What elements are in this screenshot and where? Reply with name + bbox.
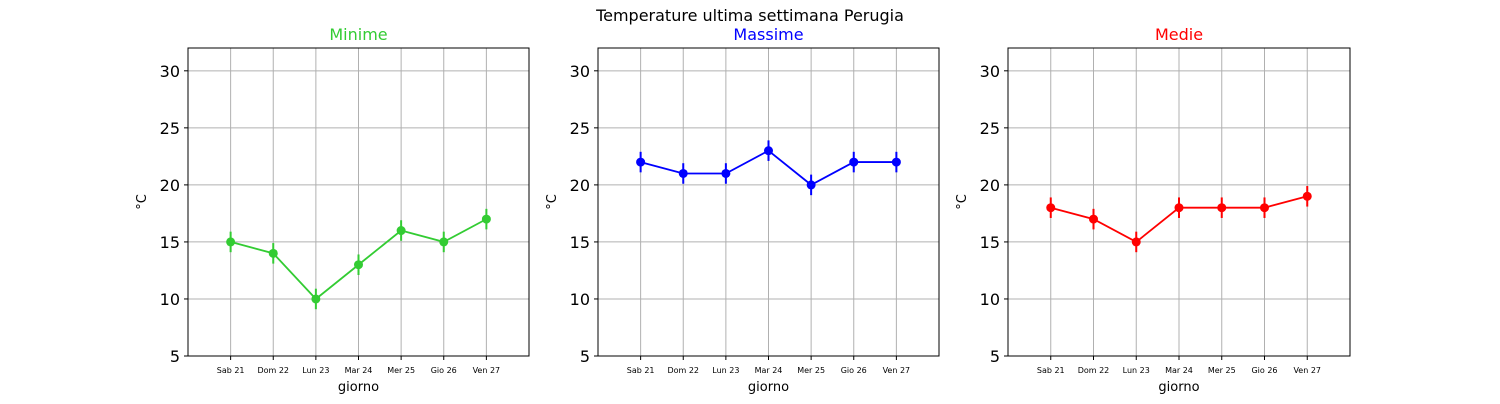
y-tick-label: 20 — [570, 176, 590, 195]
x-tick-label: Mar 24 — [755, 366, 783, 375]
y-tick-label: 5 — [580, 347, 590, 366]
data-point — [1260, 203, 1269, 213]
data-point — [1131, 237, 1141, 247]
x-tick-label: Gio 26 — [431, 366, 457, 375]
data-point — [226, 237, 236, 247]
x-tick-label: Sab 21 — [217, 366, 245, 375]
y-tick-label: 25 — [160, 119, 180, 138]
y-tick-label: 5 — [170, 347, 180, 366]
x-tick-label: Mar 24 — [345, 366, 373, 375]
x-tick-label: Mar 24 — [1165, 366, 1193, 375]
data-point — [764, 146, 773, 156]
y-tick-label: 10 — [570, 290, 590, 309]
chart-panel-3: 5 10 15 20 25 30 Sab 21 Dom 22 Lun 23 Mar 24 Mer 2… — [955, 25, 1351, 395]
y-tick-label: 30 — [570, 62, 590, 81]
y-tick-label: 15 — [570, 233, 590, 252]
y-tick-label: 15 — [160, 233, 180, 252]
x-tick-label: Dom 22 — [1078, 366, 1110, 375]
x-tick-label: Ven 27 — [1293, 366, 1321, 375]
data-point — [849, 157, 859, 167]
x-tick-label: Gio 26 — [1251, 366, 1277, 375]
data-point — [806, 180, 816, 190]
data-point — [396, 226, 406, 236]
data-point — [1174, 203, 1184, 213]
data-point — [268, 248, 278, 258]
x-tick-label: Sab 21 — [627, 366, 655, 375]
y-tick-label: 10 — [160, 290, 180, 309]
chart-panel-1: 5 10 15 20 25 30 Sab 21 Dom 22 Lun 23 Mar 24 Mer 2… — [135, 25, 530, 395]
y-axis-label: °C — [545, 194, 560, 210]
subplot-title: Minime — [329, 25, 387, 44]
data-point — [636, 157, 646, 167]
y-tick-label: 5 — [990, 347, 1000, 366]
y-tick-label: 20 — [980, 176, 1000, 195]
x-tick-label: Sab 21 — [1037, 366, 1065, 375]
data-point — [1089, 214, 1098, 224]
data-point — [439, 237, 449, 247]
x-tick-label: Mer 25 — [1208, 366, 1236, 375]
chart-panel-2: 5 10 15 20 25 30 Sab 21 Dom 22 Lun 23 Mar 24 Mer 2… — [545, 25, 940, 395]
x-tick-label: Gio 26 — [841, 366, 867, 375]
y-axis-label: °C — [135, 194, 150, 210]
x-tick-label: Dom 22 — [257, 366, 289, 375]
y-axis-label: °C — [955, 194, 970, 210]
x-tick-label: Ven 27 — [473, 366, 501, 375]
y-tick-label: 20 — [160, 176, 180, 195]
data-point — [1046, 203, 1056, 213]
y-tick-label: 30 — [160, 62, 180, 81]
x-tick-label: Mer 25 — [387, 366, 415, 375]
x-axis-label: giorno — [748, 380, 789, 395]
subplot-title: Massime — [733, 25, 803, 44]
x-axis-label: giorno — [1158, 380, 1199, 395]
x-tick-label: Dom 22 — [667, 366, 699, 375]
data-point — [481, 214, 491, 224]
y-tick-label: 30 — [980, 62, 1000, 81]
data-point — [721, 168, 731, 178]
x-tick-label: Mer 25 — [797, 366, 825, 375]
y-tick-label: 25 — [570, 119, 590, 138]
data-point — [354, 260, 363, 270]
subplot-title: Medie — [1155, 25, 1203, 44]
y-tick-label: 15 — [980, 233, 1000, 252]
x-axis-label: giorno — [338, 380, 379, 395]
y-tick-label: 10 — [980, 290, 1000, 309]
y-tick-label: 25 — [980, 119, 1000, 138]
data-point — [1302, 191, 1312, 201]
data-point — [678, 168, 688, 178]
x-tick-label: Lun 23 — [302, 366, 329, 375]
data-point — [891, 157, 901, 167]
data-point — [311, 294, 321, 304]
x-tick-label: Lun 23 — [712, 366, 739, 375]
x-tick-label: Ven 27 — [883, 366, 911, 375]
x-tick-label: Lun 23 — [1123, 366, 1150, 375]
figure-title: Temperature ultima settimana Perugia — [596, 6, 904, 25]
data-point — [1217, 203, 1227, 213]
